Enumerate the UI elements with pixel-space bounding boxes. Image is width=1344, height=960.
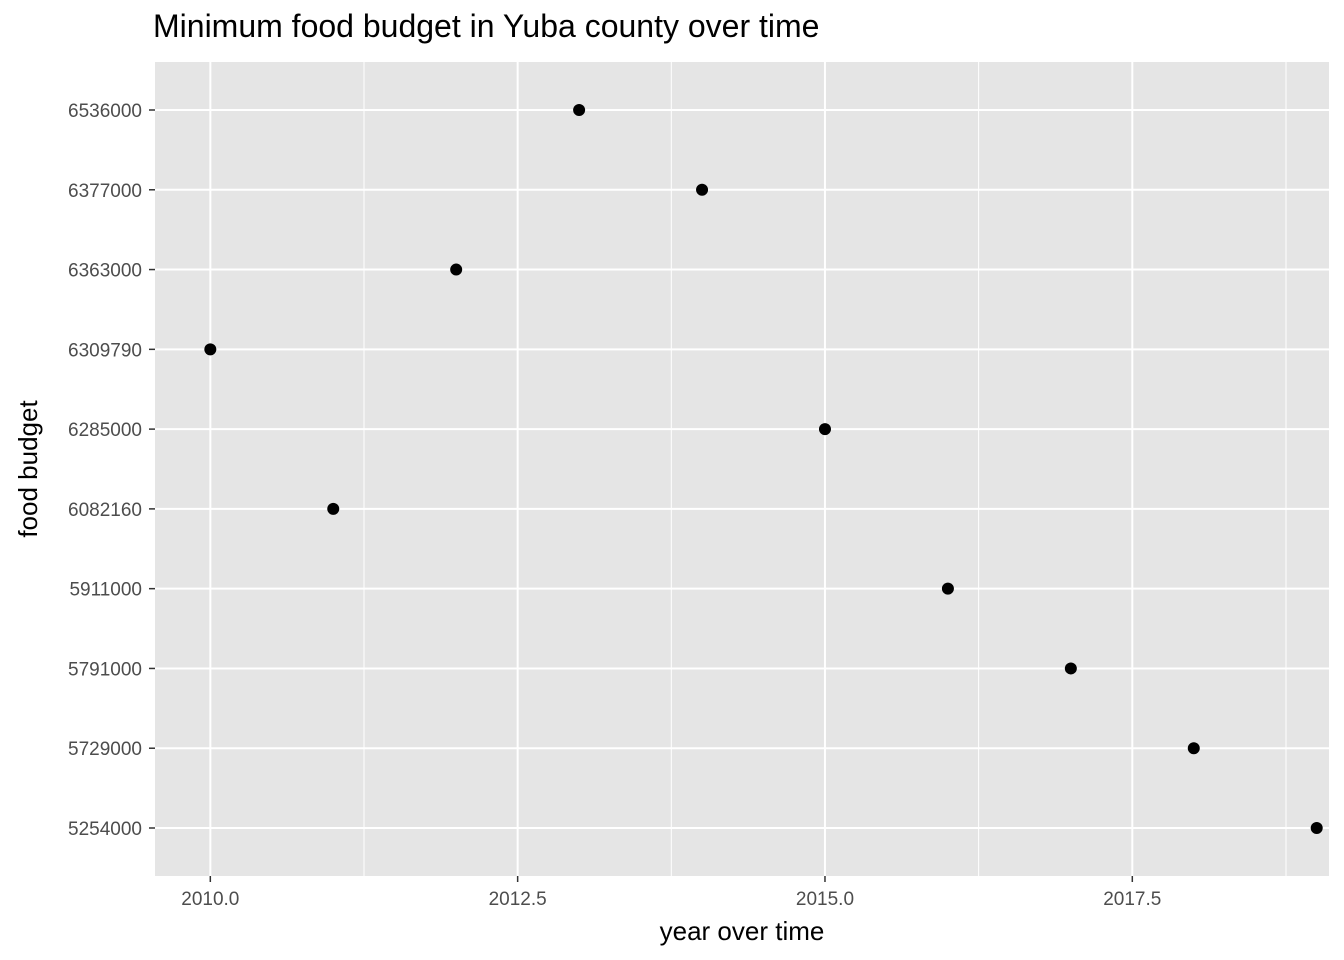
data-point (818, 423, 831, 436)
x-axis-title: year over time (660, 916, 825, 946)
x-tick-label: 2012.5 (489, 889, 547, 910)
data-point (450, 263, 463, 276)
y-tick-label: 5254000 (68, 819, 142, 840)
y-axis-ticks: 5254000 5729000 5791000 5911000 6082160 62850… (68, 101, 155, 840)
data-point (573, 104, 586, 116)
data-point (1064, 662, 1077, 675)
data-point (696, 183, 709, 196)
major-gridlines (155, 62, 1329, 876)
minor-gridlines (363, 62, 1287, 876)
x-tick-label: 2010.0 (181, 889, 239, 910)
x-tick-label: 2015.0 (796, 889, 854, 910)
x-tick-label: 2017.5 (1103, 889, 1161, 910)
y-tick-label: 6082160 (68, 500, 142, 521)
y-tick-label: 6363000 (68, 261, 142, 282)
x-axis-ticks: 2010.0 2012.5 2015.0 2017.5 (181, 876, 1161, 910)
data-point (941, 582, 954, 595)
plot-panel (155, 62, 1329, 876)
data-point (204, 343, 217, 356)
y-axis-title: food budget (13, 400, 43, 538)
y-tick-label: 5911000 (69, 580, 142, 601)
data-point (1310, 822, 1323, 834)
data-point (327, 502, 340, 515)
y-tick-label: 5791000 (68, 659, 142, 680)
y-tick-label: 6377000 (68, 181, 142, 202)
data-point (1187, 742, 1200, 755)
y-tick-label: 6309790 (68, 340, 142, 361)
chart-title: Minimum food budget in Yuba county over … (153, 8, 820, 44)
y-tick-label: 6285000 (68, 420, 142, 441)
y-tick-label: 5729000 (68, 739, 142, 760)
data-points (204, 104, 1323, 834)
y-tick-label: 6536000 (68, 101, 142, 122)
